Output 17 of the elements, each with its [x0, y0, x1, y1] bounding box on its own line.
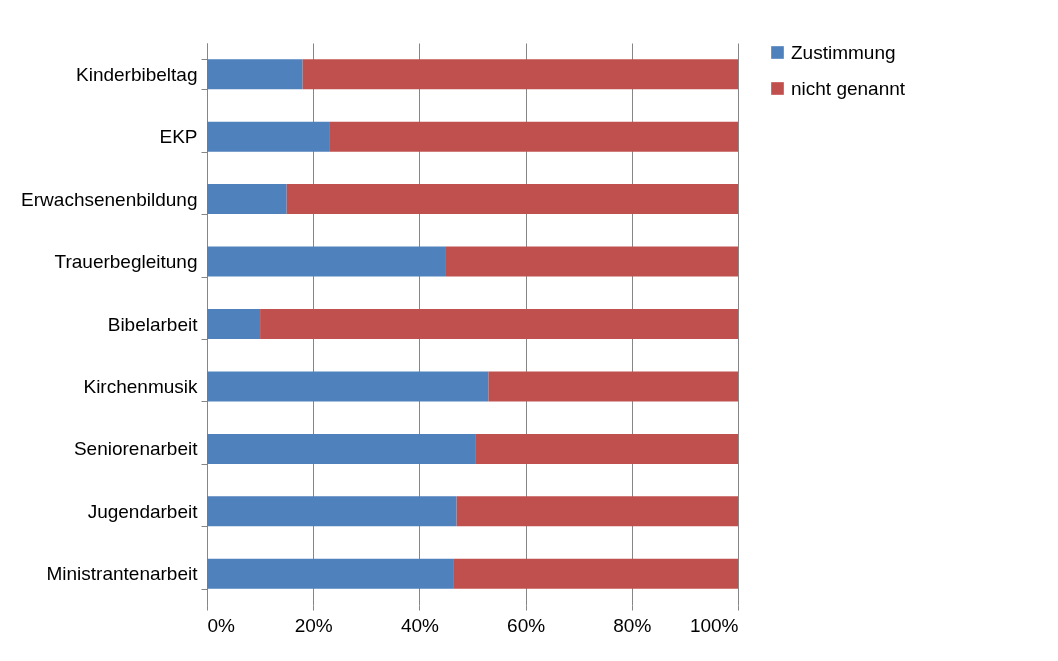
- y-tick-label: Jugendarbeit: [87, 500, 199, 522]
- y-tick-label: Trauerbegleitung: [54, 251, 198, 273]
- y-tick-label: Bibelarbeit: [107, 313, 199, 335]
- y-tick-label: Ministrantenarbeit: [46, 563, 199, 585]
- x-tick-label: 60%: [507, 614, 546, 636]
- y-tick-label: Kinderbibeltag: [76, 63, 198, 85]
- y-tick-label: Erwachsenenbildung: [21, 188, 198, 210]
- x-tick-label: 100%: [689, 614, 739, 636]
- legend-label: nicht genannt: [791, 77, 906, 99]
- legend-label: Zustimmung: [791, 41, 896, 63]
- x-tick-label: 80%: [613, 614, 652, 636]
- x-tick-label: 20%: [294, 614, 333, 636]
- y-tick-label: Kirchenmusik: [83, 375, 198, 397]
- y-tick-label: Seniorenarbeit: [73, 438, 199, 460]
- x-tick-label: 40%: [400, 614, 440, 636]
- x-tick-label: 0%: [207, 614, 236, 636]
- y-tick-label: EKP: [159, 126, 198, 148]
